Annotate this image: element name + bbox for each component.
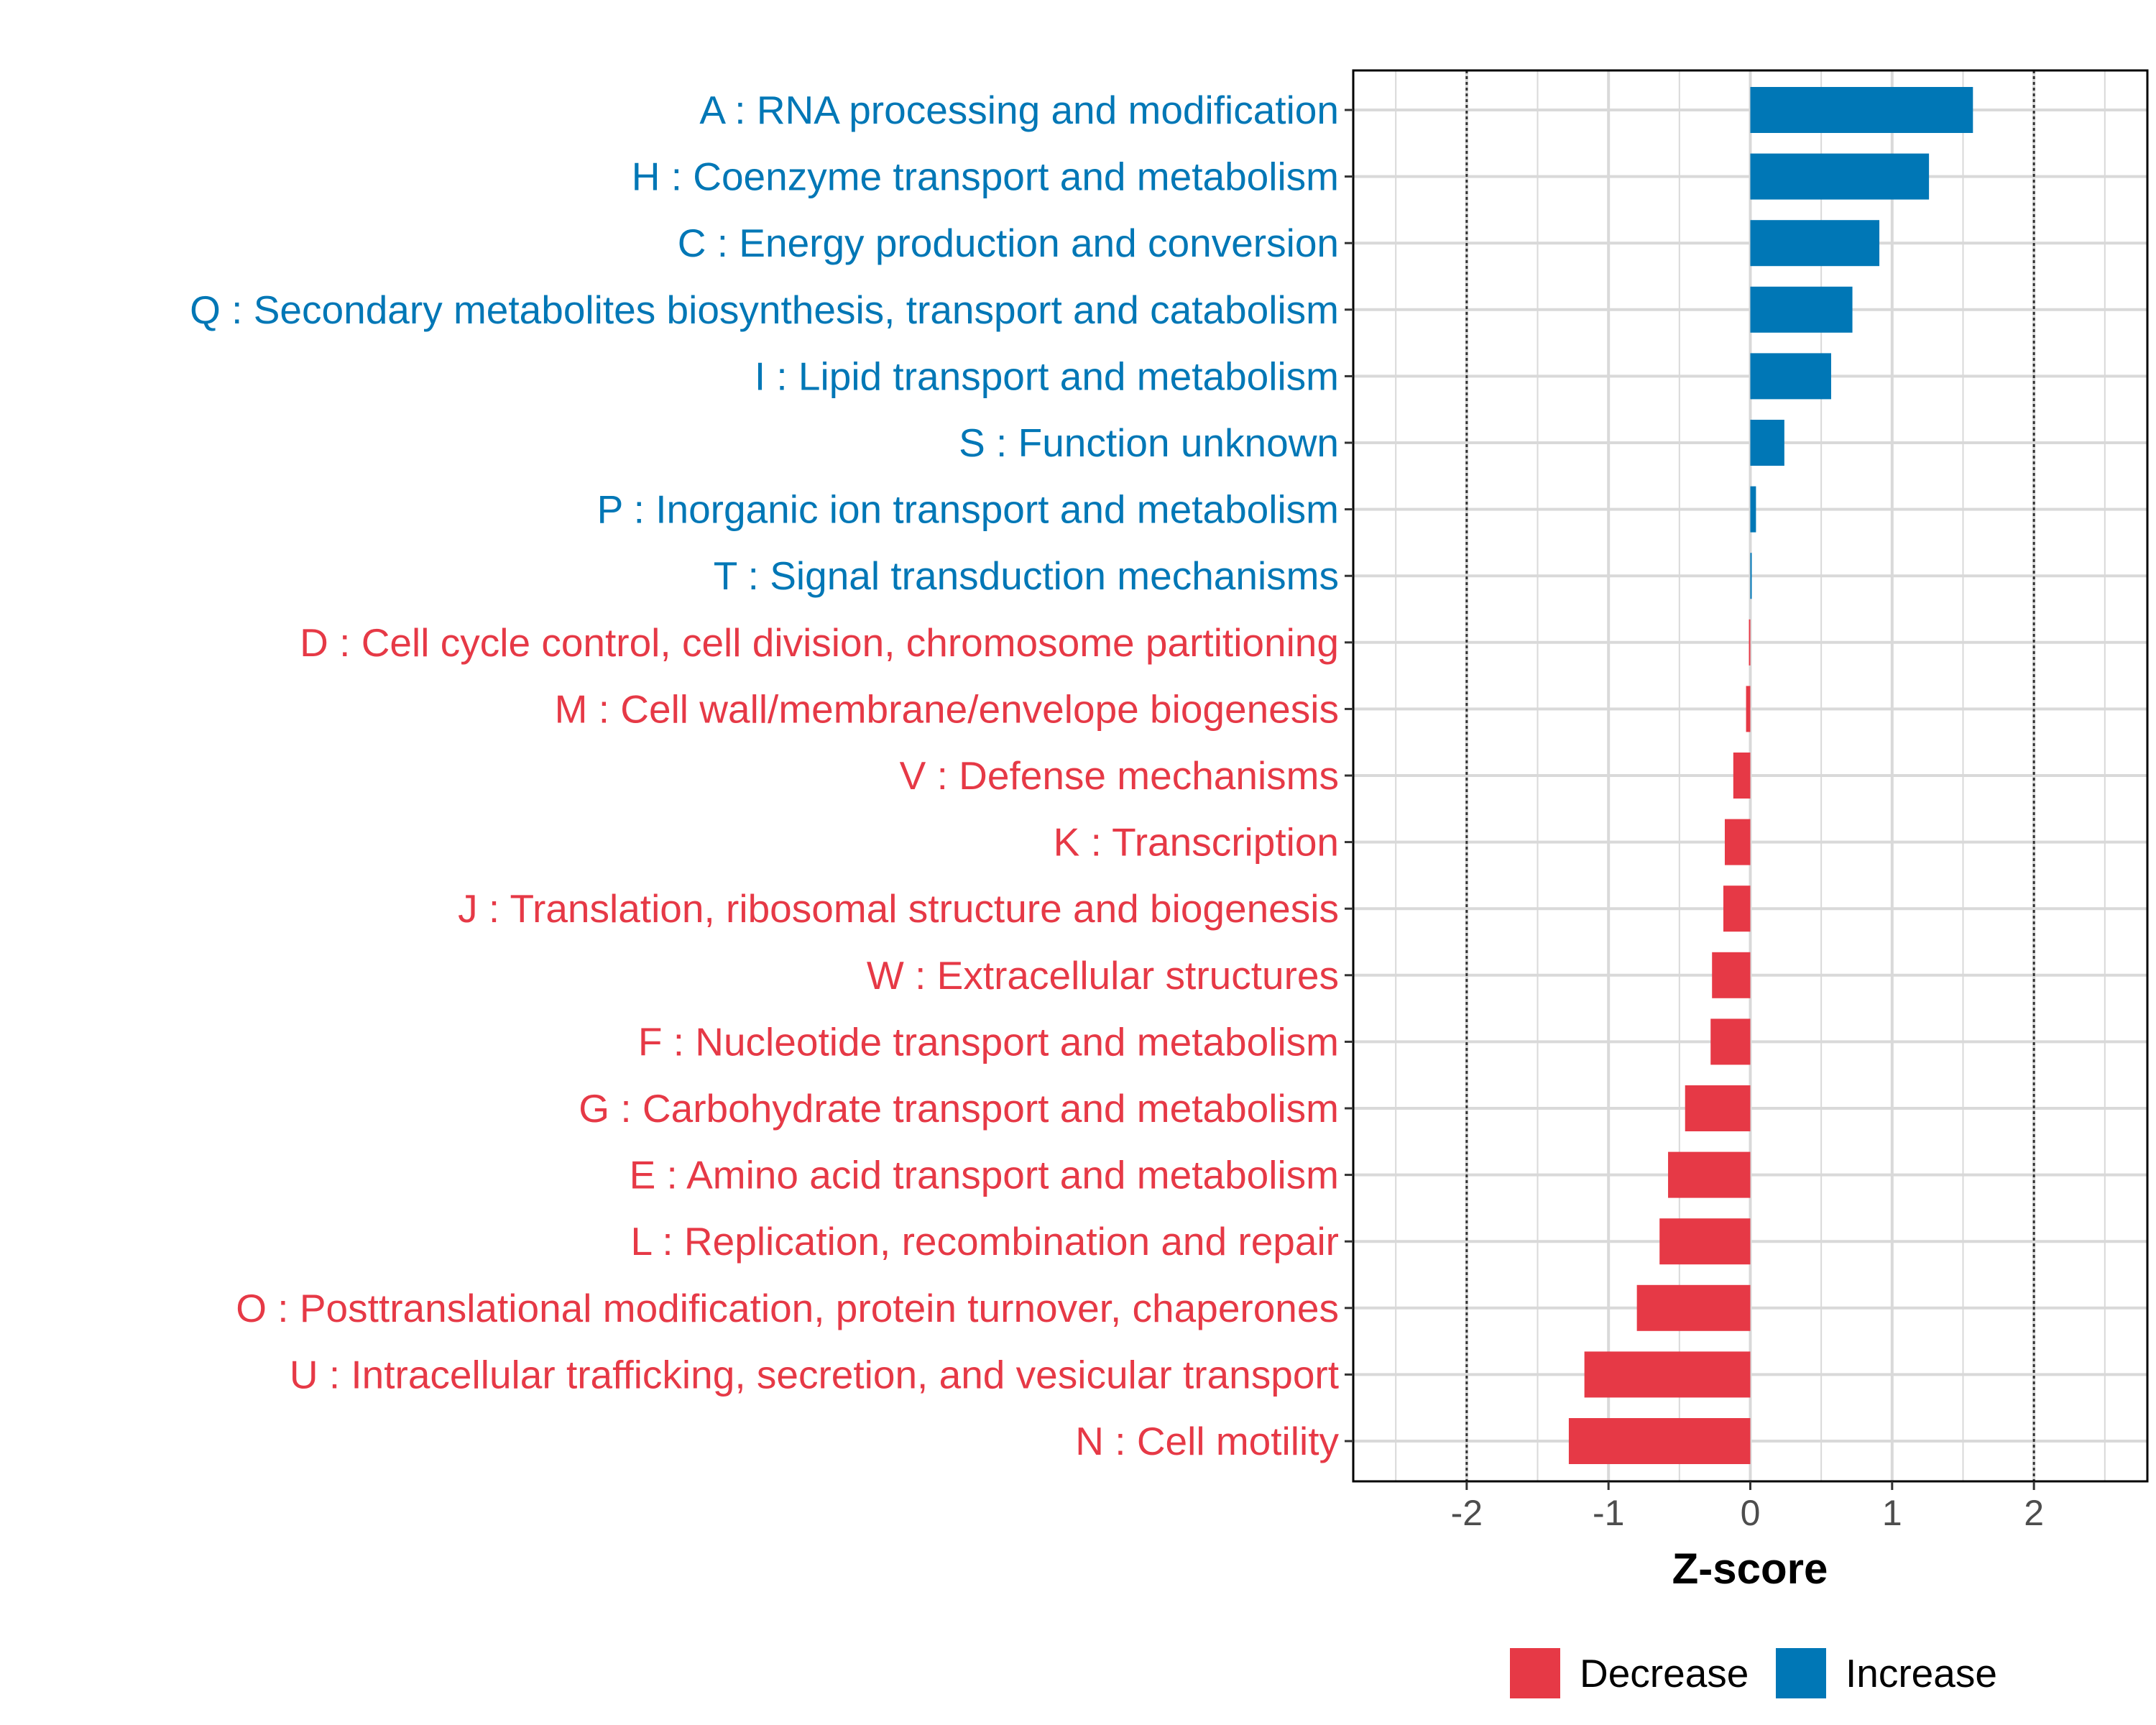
y-tick-label: M : Cell wall/membrane/envelope biogenes… [555, 686, 1339, 731]
x-axis-title: Z-score [1672, 1545, 1828, 1593]
bar [1750, 553, 1752, 599]
y-tick-label: A : RNA processing and modification [699, 88, 1339, 132]
y-tick-label: D : Cell cycle control, cell division, c… [300, 620, 1339, 665]
bar [1712, 952, 1751, 998]
bar [1750, 486, 1756, 533]
x-tick-label: 0 [1741, 1493, 1761, 1533]
legend-label: Decrease [1580, 1651, 1749, 1696]
bar [1568, 1418, 1751, 1464]
bar [1749, 619, 1751, 666]
y-tick-label: S : Function unknown [959, 420, 1339, 465]
x-tick-label: -1 [1593, 1493, 1624, 1533]
bar [1636, 1284, 1751, 1331]
bar [1750, 220, 1880, 267]
x-tick-label: -2 [1451, 1493, 1483, 1533]
bar [1668, 1151, 1751, 1198]
bar [1750, 286, 1853, 333]
bar [1750, 153, 1930, 200]
legend: Decrease Increase [1510, 1648, 1997, 1698]
y-tick-label: V : Defense mechanisms [900, 753, 1339, 798]
bar-layer [1568, 87, 1973, 1464]
x-tick-label: 1 [1882, 1493, 1902, 1533]
bar [1750, 353, 1831, 400]
y-tick-label: G : Carbohydrate transport and metabolis… [579, 1086, 1339, 1131]
bar [1733, 753, 1751, 799]
bar [1750, 420, 1784, 466]
legend-key-increase [1776, 1648, 1826, 1698]
y-tick-label: N : Cell motility [1075, 1419, 1339, 1463]
y-tick-label: E : Amino acid transport and metabolism [630, 1153, 1339, 1197]
y-axis: A : RNA processing and modification H : C… [190, 88, 1353, 1463]
reference-line-layer [1465, 70, 2035, 1481]
bar [1750, 87, 1973, 133]
bar [1724, 819, 1751, 865]
y-tick-label: C : Energy production and conversion [678, 221, 1339, 265]
bar [1685, 1085, 1751, 1131]
bar [1723, 886, 1751, 932]
x-axis: -2 -1 0 1 2 [1451, 1481, 2044, 1533]
y-tick-label: T : Signal transduction mechanisms [714, 553, 1339, 598]
y-tick-label: L : Replication, recombination and repai… [631, 1219, 1339, 1264]
y-tick-label: P : Inorganic ion transport and metaboli… [597, 487, 1339, 532]
bar [1746, 686, 1751, 732]
y-tick-label: I : Lipid transport and metabolism [755, 354, 1339, 398]
y-tick-label: F : Nucleotide transport and metabolism [638, 1019, 1339, 1064]
y-tick-label: K : Transcription [1054, 820, 1339, 865]
y-tick-label: U : Intracellular trafficking, secretion… [290, 1352, 1339, 1397]
bar [1710, 1018, 1751, 1065]
x-tick-label: 2 [2024, 1493, 2044, 1533]
y-tick-label: O : Posttranslational modification, prot… [236, 1286, 1339, 1330]
y-tick-label: J : Translation, ribosomal structure and… [458, 886, 1339, 931]
legend-label: Increase [1846, 1651, 1997, 1696]
bar [1659, 1218, 1751, 1265]
y-tick-label: W : Extracellular structures [867, 953, 1339, 998]
bar [1584, 1351, 1751, 1398]
legend-key-decrease [1510, 1648, 1560, 1698]
y-tick-label: Q : Secondary metabolites biosynthesis, … [190, 288, 1339, 332]
y-tick-label: H : Coenzyme transport and metabolism [632, 155, 1339, 199]
